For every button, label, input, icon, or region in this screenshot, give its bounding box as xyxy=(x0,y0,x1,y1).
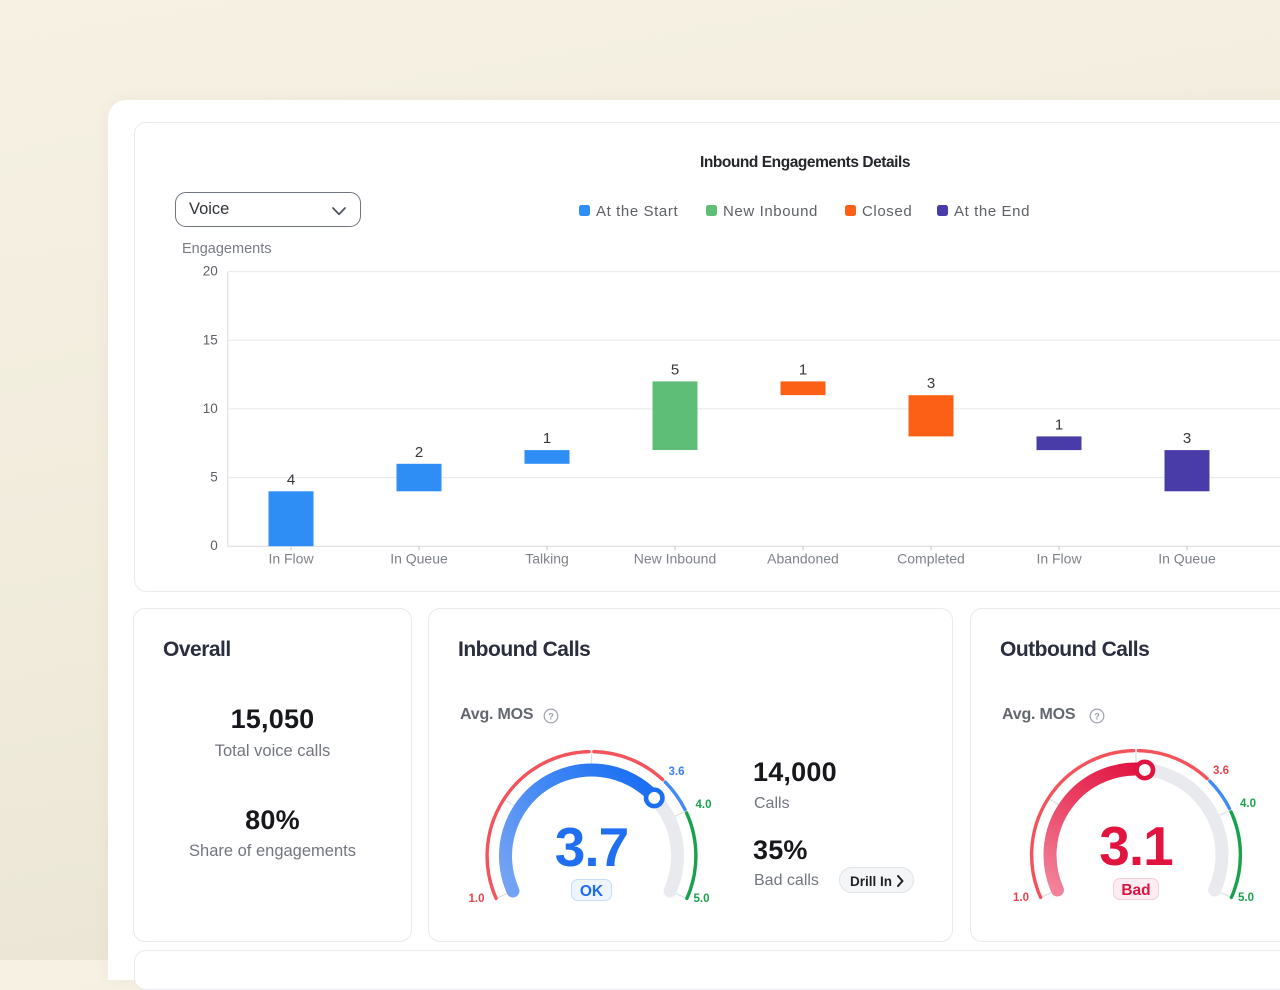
svg-text:5: 5 xyxy=(210,470,218,485)
svg-text:3: 3 xyxy=(927,375,935,392)
svg-text:20: 20 xyxy=(203,264,218,279)
svg-text:In Flow: In Flow xyxy=(268,551,314,567)
svg-text:5: 5 xyxy=(671,361,679,378)
svg-text:5.0: 5.0 xyxy=(694,893,710,905)
svg-text:3.6: 3.6 xyxy=(669,766,685,778)
svg-text:1: 1 xyxy=(543,430,551,447)
svg-text:4.0: 4.0 xyxy=(696,799,712,811)
svg-text:1.0: 1.0 xyxy=(1013,892,1029,904)
svg-text:New Inbound: New Inbound xyxy=(634,551,717,567)
svg-text:In Flow: In Flow xyxy=(1036,551,1082,567)
svg-text:3: 3 xyxy=(1183,430,1191,447)
svg-text:15: 15 xyxy=(203,332,218,347)
svg-text:3.7: 3.7 xyxy=(555,816,628,878)
svg-text:?: ? xyxy=(548,711,554,721)
svg-text:0: 0 xyxy=(210,538,218,553)
svg-text:5.0: 5.0 xyxy=(1238,892,1254,904)
svg-text:4.0: 4.0 xyxy=(1240,798,1256,810)
svg-text:10: 10 xyxy=(203,401,218,416)
svg-text:1.0: 1.0 xyxy=(469,893,485,905)
svg-text:Engagements: Engagements xyxy=(182,241,271,257)
svg-text:2: 2 xyxy=(415,444,423,461)
svg-text:In Queue: In Queue xyxy=(390,551,448,567)
svg-text:3.6: 3.6 xyxy=(1213,765,1229,777)
svg-text:?: ? xyxy=(1094,711,1100,721)
svg-text:OK: OK xyxy=(580,883,604,900)
svg-text:Abandoned: Abandoned xyxy=(767,551,839,567)
svg-text:1: 1 xyxy=(799,361,807,378)
svg-text:3.1: 3.1 xyxy=(1099,815,1173,877)
svg-text:1: 1 xyxy=(1055,416,1063,433)
svg-text:Bad: Bad xyxy=(1121,882,1150,899)
svg-text:Completed: Completed xyxy=(897,551,965,567)
svg-text:Talking: Talking xyxy=(525,551,569,567)
svg-text:In Queue: In Queue xyxy=(1158,551,1216,567)
svg-text:4: 4 xyxy=(287,471,295,488)
